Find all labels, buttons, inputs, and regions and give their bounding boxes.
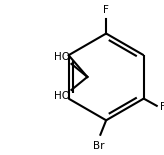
Text: HO: HO [54, 91, 70, 101]
Text: F: F [103, 5, 109, 15]
Text: Br: Br [93, 141, 105, 151]
Text: F: F [160, 102, 164, 112]
Text: HO: HO [54, 52, 70, 62]
